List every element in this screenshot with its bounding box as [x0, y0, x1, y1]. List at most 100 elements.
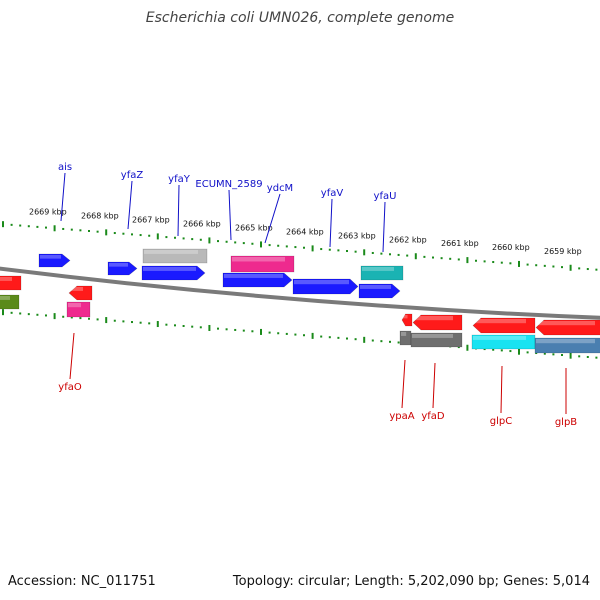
upper-tick: [320, 248, 323, 251]
gene-leader-line: [432, 362, 436, 409]
lower-tick: [156, 321, 159, 328]
gene-yfaY-hit: [142, 248, 208, 264]
upper-tick: [311, 245, 314, 252]
upper-tick: [500, 261, 503, 264]
upper-tick: [578, 267, 581, 270]
gene-yfaO: [68, 285, 93, 301]
lower-tick: [397, 341, 400, 344]
upper-tick: [79, 229, 82, 232]
lower-tick: [483, 348, 486, 351]
upper-tick: [217, 240, 219, 243]
lower-tick: [225, 328, 228, 331]
upper-tick: [406, 254, 409, 257]
upper-tick: [88, 229, 90, 232]
gene-yfaO-shine: [70, 287, 83, 291]
gene-yfaY-hit-shine: [144, 250, 198, 254]
lower-tick: [199, 326, 202, 329]
gene-ais-shine: [40, 255, 61, 259]
gene-glpC-shine: [474, 319, 526, 324]
lower-tick: [174, 324, 176, 327]
upper-tick: [148, 234, 151, 237]
gene-yfaO-hit: [66, 301, 91, 318]
upper-tick: [449, 257, 452, 260]
tick-label: 2663 kbp: [338, 231, 376, 240]
upper-tick: [337, 249, 340, 252]
gene-ais: [38, 253, 71, 268]
lower-tick: [2, 309, 4, 316]
lower-tick: [53, 313, 56, 320]
lower-tick: [19, 312, 22, 315]
upper-tick: [363, 249, 366, 256]
gene-yfaU: [358, 283, 401, 299]
gene-yfaO-hit-shine: [68, 303, 81, 308]
gene-label-top: ECUMN_2589: [195, 179, 262, 190]
tick-label: 2667 kbp: [132, 215, 170, 224]
upper-tick: [561, 266, 563, 269]
upper-tick: [208, 237, 211, 244]
upper-tick: [139, 234, 142, 237]
gene-glpB-hit-shine: [536, 339, 595, 344]
upper-tick: [260, 241, 262, 248]
lower-tick: [36, 313, 39, 316]
upper-tick: [251, 242, 254, 245]
gene-glpB-shine: [537, 321, 595, 326]
upper-tick: [182, 237, 185, 240]
gene-glpB: [535, 319, 600, 336]
upper-tick: [526, 263, 529, 266]
lower-tick: [371, 339, 374, 342]
lower-tick: [354, 338, 357, 341]
lower-tick: [79, 317, 82, 320]
gene-yfaV: [292, 278, 359, 295]
lower-tick: [543, 352, 546, 355]
tick-label: 2668 kbp: [81, 211, 119, 220]
upper-tick: [277, 244, 280, 247]
lower-tick: [328, 336, 331, 339]
upper-tick: [354, 250, 357, 253]
gene-glpC-hit-shine: [473, 336, 526, 340]
gene-yfaZ-shine: [109, 263, 128, 267]
gene-yfaY-shine: [143, 267, 196, 271]
lower-tick: [242, 329, 245, 332]
upper-tick: [389, 253, 391, 256]
gene-yfaU-shine: [360, 285, 391, 289]
gene-left-edge-olive-shine: [0, 296, 10, 300]
lower-tick: [96, 318, 99, 321]
lower-tick: [217, 327, 219, 330]
upper-tick: [165, 236, 168, 239]
upper-tick: [53, 225, 56, 232]
upper-tick: [122, 232, 125, 235]
lower-tick: [105, 317, 108, 324]
backbone-arc: [0, 266, 600, 320]
upper-tick: [440, 257, 443, 260]
upper-tick: [371, 251, 374, 254]
lower-tick: [311, 332, 314, 339]
upper-tick: [156, 233, 159, 240]
lower-tick: [165, 323, 168, 326]
lower-tick: [148, 322, 151, 325]
gene-left-edge-olive: [0, 294, 20, 310]
genome-summary-text: Topology: circular; Length: 5,202,090 bp…: [232, 574, 590, 589]
lower-tick: [500, 349, 503, 352]
gene-label-top: yfaV: [321, 188, 344, 199]
lower-tick: [346, 337, 348, 340]
lower-tick: [363, 336, 366, 343]
lower-tick: [62, 315, 65, 318]
gene-leader-line: [228, 189, 232, 241]
upper-tick: [303, 246, 305, 249]
upper-tick: [586, 268, 589, 271]
gene-yfaU-hit: [360, 265, 404, 281]
upper-tick: [242, 242, 245, 245]
gene-yfaD-hit: [410, 332, 463, 348]
lower-tick: [457, 346, 460, 349]
upper-tick: [36, 225, 39, 228]
gene-label-bottom: yfaD: [421, 411, 445, 422]
upper-tick: [595, 268, 598, 271]
upper-tick: [432, 256, 434, 259]
lower-tick: [182, 324, 185, 327]
gene-leader-line: [60, 172, 66, 222]
gene-ypaA-shine: [403, 315, 408, 319]
lower-tick: [294, 333, 297, 336]
gene-yfaD-hit-shine: [412, 334, 453, 338]
upper-tick: [234, 241, 237, 244]
